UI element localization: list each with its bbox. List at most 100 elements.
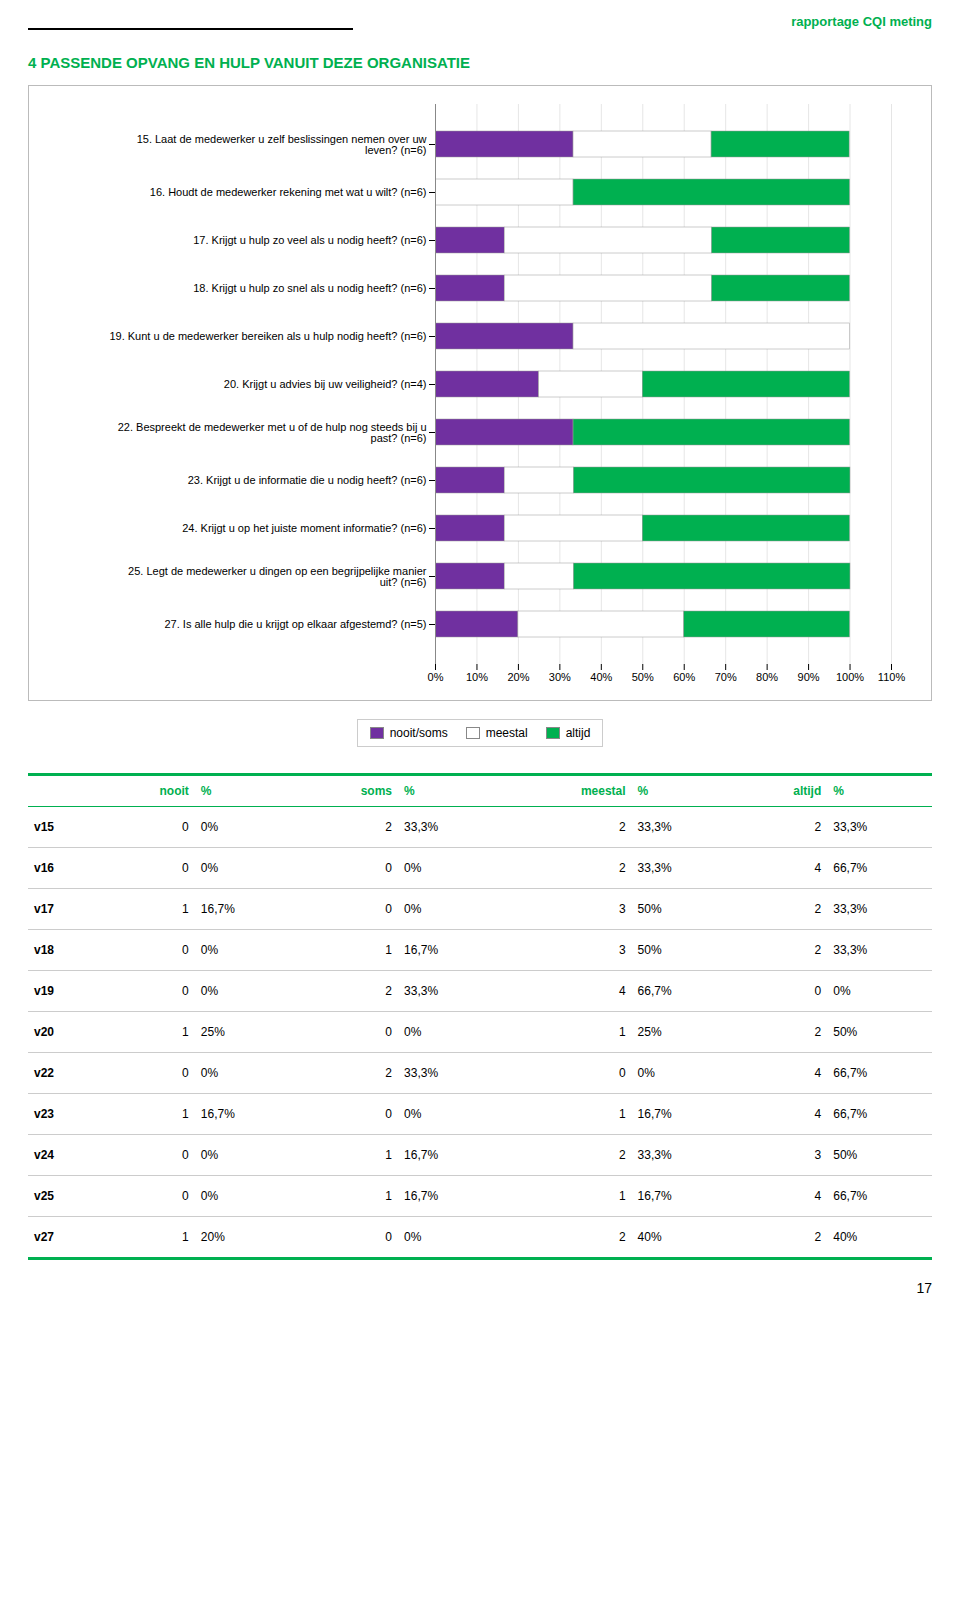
html-text:0%: 0% <box>404 1025 422 1039</box>
html-text:v23: v23 <box>34 1107 54 1121</box>
svg-text:40%: 40% <box>590 671 612 683</box>
html-text:50%: 50% <box>833 1148 858 1162</box>
svg-text:50%: 50% <box>632 671 654 683</box>
html-text:v20: v20 <box>34 1025 54 1039</box>
html-text:0%: 0% <box>200 861 219 875</box>
html-text:0: 0 <box>814 984 822 998</box>
html-text:33,3%: 33,3% <box>833 820 868 834</box>
html-text:0%: 0% <box>404 861 422 875</box>
html-text:0%: 0% <box>404 1107 422 1121</box>
svg-text:16. Houdt de medewerker rekeni: 16. Houdt de medewerker rekening met wat… <box>150 186 427 198</box>
html-text:33,3%: 33,3% <box>404 820 439 834</box>
html-text:50%: 50% <box>637 902 662 916</box>
svg-text:110%: 110% <box>878 671 906 683</box>
html-text:20%: 20% <box>200 1230 225 1244</box>
html-text:v25: v25 <box>34 1189 54 1203</box>
html-text:2: 2 <box>814 1025 822 1039</box>
html-text:33,3%: 33,3% <box>833 902 868 916</box>
html-text:33,3%: 33,3% <box>404 984 439 998</box>
svg-text:80%: 80% <box>756 671 778 683</box>
svg-text:24. Krijgt u op het juiste mom: 24. Krijgt u op het juiste moment inform… <box>182 522 426 534</box>
html-text:16,7%: 16,7% <box>404 1189 439 1203</box>
html-text:2: 2 <box>814 820 822 834</box>
html-text:0%: 0% <box>200 1189 219 1203</box>
html-text:0%: 0% <box>404 1230 422 1244</box>
html-text:25%: 25% <box>637 1025 662 1039</box>
html-text:0%: 0% <box>637 1066 655 1080</box>
svg-text:10%: 10% <box>466 671 488 683</box>
html-text:16,7%: 16,7% <box>637 1189 672 1203</box>
html-text:50%: 50% <box>833 1025 858 1039</box>
html-text:v19: v19 <box>34 984 54 998</box>
html-text:33,3%: 33,3% <box>404 1066 439 1080</box>
html-text:17: 17 <box>916 1280 932 1296</box>
html-text:1: 1 <box>618 1025 626 1039</box>
html-text:16,7%: 16,7% <box>404 943 439 957</box>
html-text:16,7%: 16,7% <box>200 902 235 916</box>
html-text:33,3%: 33,3% <box>833 943 868 957</box>
html-text:soms: soms <box>360 784 392 798</box>
svg-text:70%: 70% <box>715 671 737 683</box>
svg-text:17. Krijgt u hulp zo veel als: 17. Krijgt u hulp zo veel als u nodig he… <box>193 234 426 246</box>
html-text:altijd: altijd <box>793 784 822 798</box>
html-text:nooit/soms: nooit/soms <box>389 726 448 740</box>
html-text:4: 4 <box>814 861 822 875</box>
html-text:66,7%: 66,7% <box>833 861 868 875</box>
html-text:66,7%: 66,7% <box>637 984 672 998</box>
html-text:nooit: nooit <box>159 784 189 798</box>
html-text:40%: 40% <box>637 1230 662 1244</box>
html-text:0%: 0% <box>200 1066 219 1080</box>
html-text:33,3%: 33,3% <box>637 1148 672 1162</box>
svg-text:15. Laat de medewerker u zelf: 15. Laat de medewerker u zelf beslissing… <box>137 133 427 156</box>
html-text:v24: v24 <box>34 1148 54 1162</box>
html-text:2: 2 <box>618 861 626 875</box>
svg-text:30%: 30% <box>549 671 571 683</box>
html-text:2: 2 <box>814 902 822 916</box>
html-text:3: 3 <box>618 902 626 916</box>
html-text:33,3%: 33,3% <box>637 861 672 875</box>
svg-text:100%: 100% <box>836 671 864 683</box>
html-text:25%: 25% <box>200 1025 225 1039</box>
html-text:2: 2 <box>814 943 822 957</box>
html-text:16,7%: 16,7% <box>637 1107 672 1121</box>
html-text:3: 3 <box>618 943 626 957</box>
svg-text:20%: 20% <box>507 671 529 683</box>
html-text:50%: 50% <box>637 943 662 957</box>
html-text:33,3%: 33,3% <box>637 820 672 834</box>
html-text:0%: 0% <box>200 1148 219 1162</box>
svg-text:19. Kunt u de medewerker berei: 19. Kunt u de medewerker bereiken als u … <box>109 330 426 342</box>
html-text:40%: 40% <box>833 1230 858 1244</box>
html-text:v18: v18 <box>34 943 54 957</box>
html-text:v15: v15 <box>34 820 54 834</box>
html-text:0%: 0% <box>200 943 219 957</box>
svg-text:23. Krijgt u de informatie die: 23. Krijgt u de informatie die u nodig h… <box>188 474 427 486</box>
html-text:66,7%: 66,7% <box>833 1107 868 1121</box>
svg-text:18. Krijgt u hulp zo snel als: 18. Krijgt u hulp zo snel als u nodig he… <box>193 282 426 294</box>
html-text:16,7%: 16,7% <box>200 1107 235 1121</box>
svg-text:25. Legt de medewerker u dinge: 25. Legt de medewerker u dingen op een b… <box>128 565 427 588</box>
html-text:rapportage CQI meting: rapportage CQI meting <box>791 14 932 29</box>
html-text:4: 4 <box>618 984 626 998</box>
html-text:v16: v16 <box>34 861 54 875</box>
html-text:0%: 0% <box>200 820 219 834</box>
html-text:meestal: meestal <box>580 784 626 798</box>
svg-text:60%: 60% <box>673 671 695 683</box>
html-text:16,7%: 16,7% <box>404 1148 439 1162</box>
html-text:v17: v17 <box>34 902 54 916</box>
html-text:66,7%: 66,7% <box>833 1066 868 1080</box>
svg-text:27. Is alle hulp die u krijgt: 27. Is alle hulp die u krijgt op elkaar … <box>164 618 426 630</box>
html-text:0%: 0% <box>833 984 851 998</box>
svg-text:0%: 0% <box>428 671 444 683</box>
svg-text:22. Bespreekt de medewerker me: 22. Bespreekt de medewerker met u of de … <box>118 421 427 444</box>
svg-text:20. Krijgt u advies bij uw vei: 20. Krijgt u advies bij uw veiligheid? (… <box>224 378 427 390</box>
html-text:meestal: meestal <box>485 726 528 740</box>
html-text:v22: v22 <box>34 1066 54 1080</box>
html-text:2: 2 <box>618 820 626 834</box>
html-text:0%: 0% <box>200 984 219 998</box>
html-text:0%: 0% <box>404 902 422 916</box>
html-text:altijd: altijd <box>565 726 591 740</box>
svg-text:90%: 90% <box>798 671 820 683</box>
html-text:v27: v27 <box>34 1230 54 1244</box>
html-text:4 PASSENDE OPVANG EN HULP VANU: 4 PASSENDE OPVANG EN HULP VANUIT DEZE OR… <box>28 54 470 71</box>
html-text:66,7%: 66,7% <box>833 1189 868 1203</box>
